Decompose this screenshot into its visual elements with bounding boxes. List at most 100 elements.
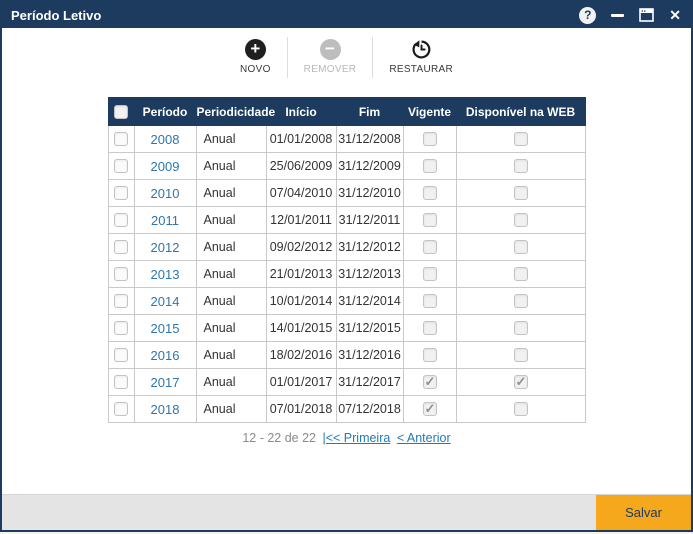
minus-circle-icon: − <box>319 39 341 60</box>
table-body: 2008 Anual 01/01/2008 31/12/2008 2009 Anual 25… <box>107 125 586 423</box>
vigente-checkbox <box>422 213 437 228</box>
periodo-link[interactable]: 2014 <box>150 293 180 309</box>
periodo-link[interactable]: 2016 <box>150 347 180 363</box>
table-row: 2014 Anual 10/01/2014 31/12/2014 <box>107 287 586 315</box>
cell-fim: 31/12/2014 <box>335 287 404 315</box>
row-select-checkbox[interactable] <box>114 267 128 282</box>
restaurar-label: RESTAURAR <box>389 64 453 75</box>
disponivel-web-checkbox <box>513 213 528 228</box>
cell-periodicidade: Anual <box>195 395 267 423</box>
footer-bar: Salvar <box>2 494 691 530</box>
periodo-link[interactable]: 2012 <box>150 239 180 255</box>
cell-inicio: 09/02/2012 <box>265 233 337 261</box>
cell-inicio: 01/01/2017 <box>265 368 337 396</box>
table-row: 2018 Anual 07/01/2018 07/12/2018 <box>107 395 586 423</box>
restaurar-button[interactable]: RESTAURAR <box>372 37 469 78</box>
cell-fim: 31/12/2011 <box>335 206 404 234</box>
table-row: 2011 Anual 12/01/2011 31/12/2011 <box>107 206 586 234</box>
col-header-periodo: Período <box>133 97 197 126</box>
vigente-checkbox <box>422 374 437 390</box>
cell-fim: 31/12/2009 <box>335 152 404 180</box>
row-select-checkbox[interactable] <box>114 240 128 255</box>
row-select-checkbox[interactable] <box>114 186 128 201</box>
periodos-table: Período Periodicidade Início Fim Vigente… <box>107 97 586 423</box>
close-icon[interactable]: ✕ <box>669 7 681 23</box>
novo-button[interactable]: + NOVO <box>224 37 287 78</box>
vigente-checkbox <box>422 348 437 363</box>
disponivel-web-checkbox <box>513 321 528 336</box>
periodo-link[interactable]: 2015 <box>150 320 180 336</box>
pagination-first-link[interactable]: |<< Primeira <box>322 431 391 445</box>
disponivel-web-checkbox <box>513 374 528 390</box>
vigente-checkbox <box>422 132 437 147</box>
cell-inicio: 18/02/2016 <box>265 341 337 369</box>
cell-inicio: 12/01/2011 <box>265 206 337 234</box>
cell-inicio: 21/01/2013 <box>265 260 337 288</box>
periodo-link[interactable]: 2017 <box>150 374 180 390</box>
cell-inicio: 07/04/2010 <box>265 179 337 207</box>
col-header-inicio: Início <box>265 97 337 126</box>
periodo-link[interactable]: 2010 <box>150 185 180 201</box>
help-icon[interactable]: ? <box>579 6 597 24</box>
pagination-range: 12 - 22 de 22 <box>242 431 316 445</box>
row-select-checkbox[interactable] <box>114 159 128 174</box>
cell-periodicidade: Anual <box>195 287 267 315</box>
cell-inicio: 14/01/2015 <box>265 314 337 342</box>
novo-label: NOVO <box>240 64 271 75</box>
pagination: 12 - 22 de 22 |<< Primeira < Anterior <box>2 431 691 445</box>
table-row: 2009 Anual 25/06/2009 31/12/2009 <box>107 152 586 180</box>
disponivel-web-checkbox <box>513 159 528 174</box>
disponivel-web-checkbox <box>513 240 528 255</box>
cell-periodicidade: Anual <box>195 341 267 369</box>
select-all-checkbox[interactable] <box>114 104 128 119</box>
row-select-checkbox[interactable] <box>114 321 128 336</box>
cell-fim: 31/12/2017 <box>335 368 404 396</box>
row-select-checkbox[interactable] <box>114 294 128 309</box>
col-header-vigente: Vigente <box>402 97 457 126</box>
cell-fim: 07/12/2018 <box>335 395 404 423</box>
cell-periodicidade: Anual <box>195 179 267 207</box>
cell-periodicidade: Anual <box>195 125 267 153</box>
cell-periodicidade: Anual <box>195 368 267 396</box>
cell-fim: 31/12/2008 <box>335 125 404 153</box>
table-row: 2015 Anual 14/01/2015 31/12/2015 <box>107 314 586 342</box>
vigente-checkbox <box>422 321 437 336</box>
cell-inicio: 01/01/2008 <box>265 125 337 153</box>
vigente-checkbox <box>422 240 437 255</box>
periodo-link[interactable]: 2009 <box>150 158 180 174</box>
cell-fim: 31/12/2010 <box>335 179 404 207</box>
table-row: 2013 Anual 21/01/2013 31/12/2013 <box>107 260 586 288</box>
maximize-icon[interactable] <box>639 8 655 22</box>
vigente-checkbox <box>422 267 437 282</box>
cell-fim: 31/12/2015 <box>335 314 404 342</box>
periodo-link[interactable]: 2008 <box>150 131 180 147</box>
row-select-checkbox[interactable] <box>114 348 128 363</box>
disponivel-web-checkbox <box>513 348 528 363</box>
titlebar: Período Letivo ? ✕ <box>2 2 691 28</box>
table-row: 2008 Anual 01/01/2008 31/12/2008 <box>107 125 586 153</box>
vigente-checkbox <box>422 294 437 309</box>
col-header-fim: Fim <box>335 97 404 126</box>
row-select-checkbox[interactable] <box>114 402 128 417</box>
cell-inicio: 07/01/2018 <box>265 395 337 423</box>
cell-periodicidade: Anual <box>195 314 267 342</box>
periodo-link[interactable]: 2011 <box>151 212 179 228</box>
remover-label: REMOVER <box>303 64 357 75</box>
cell-inicio: 10/01/2014 <box>265 287 337 315</box>
row-select-checkbox[interactable] <box>114 213 128 228</box>
disponivel-web-checkbox <box>513 402 528 417</box>
save-button[interactable]: Salvar <box>596 495 691 530</box>
periodo-link[interactable]: 2013 <box>150 266 180 282</box>
minimize-icon[interactable] <box>611 13 625 17</box>
pagination-previous-link[interactable]: < Anterior <box>396 431 451 445</box>
plus-circle-icon: + <box>244 39 266 60</box>
disponivel-web-checkbox <box>513 267 528 282</box>
row-select-checkbox[interactable] <box>114 375 128 390</box>
row-select-checkbox[interactable] <box>114 132 128 147</box>
cell-periodicidade: Anual <box>195 260 267 288</box>
disponivel-web-checkbox <box>513 132 528 147</box>
cell-periodicidade: Anual <box>195 152 267 180</box>
table-row: 2012 Anual 09/02/2012 31/12/2012 <box>107 233 586 261</box>
periodo-link[interactable]: 2018 <box>150 401 180 417</box>
cell-periodicidade: Anual <box>195 206 267 234</box>
